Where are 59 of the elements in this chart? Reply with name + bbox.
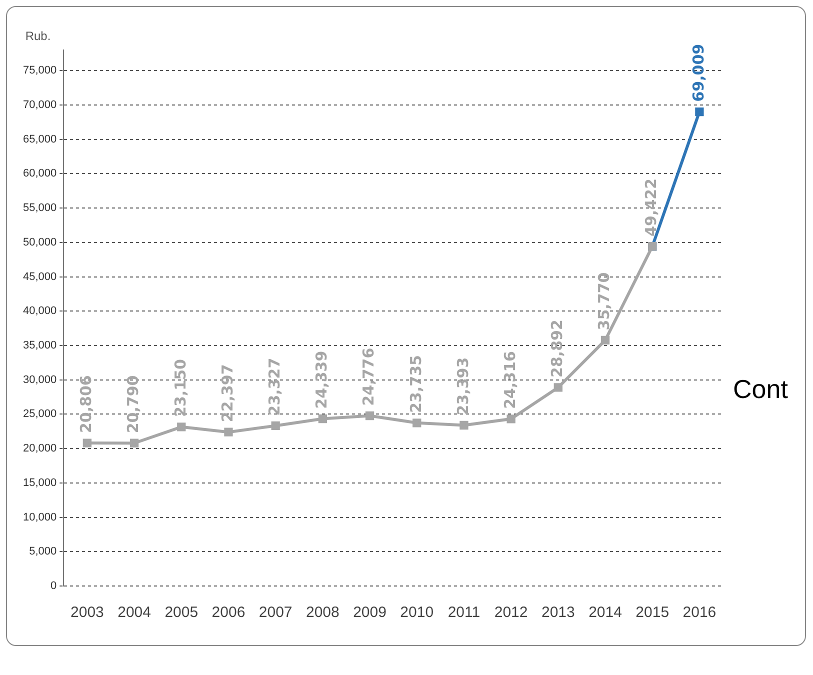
y-tick-label: 10,000 (22, 511, 57, 524)
data-label: 22,397 (218, 364, 236, 422)
y-tick-label: 30,000 (22, 374, 57, 386)
x-tick-label: 2008 (306, 604, 340, 622)
y-tick-label: 55,000 (22, 202, 57, 214)
y-tick-label: 35,000 (22, 340, 57, 352)
x-tick-label: 2011 (448, 604, 480, 622)
point (460, 420, 468, 430)
x-tick-label: 2014 (588, 604, 622, 622)
y-axis-title: Rub. (25, 29, 51, 43)
data-label: 23,735 (406, 355, 425, 413)
y-tick-label: 40,000 (22, 305, 57, 318)
x-tick-label: 2003 (70, 604, 104, 622)
point (554, 383, 562, 392)
x-tick-label: 2016 (682, 604, 716, 622)
y-tick-label: 15,000 (22, 476, 57, 489)
y-tick-label: 5,000 (29, 546, 57, 558)
y-tick-label: 75,000 (22, 64, 57, 77)
data-label: 20,790 (124, 375, 142, 434)
text: Cont (733, 374, 789, 404)
x-tick-label: 2004 (118, 604, 151, 622)
data-label: 23,327 (265, 358, 284, 416)
data-label: 28,892 (548, 320, 566, 378)
x-tick-label: 2007 (258, 604, 292, 622)
point (177, 422, 186, 432)
data-label: 20,806 (77, 375, 96, 434)
point (82, 438, 92, 448)
point (271, 421, 280, 430)
x-tick-label: 2005 (164, 604, 198, 622)
data-label: 24,316 (500, 351, 519, 409)
data-label: 35,770 (595, 272, 614, 330)
point (412, 418, 422, 428)
x-tick-label: 2006 (212, 604, 246, 622)
point (365, 411, 374, 420)
x-tick-label: 2012 (494, 604, 528, 622)
y-tick-label: 50,000 (22, 236, 57, 248)
data-label: 49,422 (642, 178, 660, 236)
x-tick-label: 2015 (636, 604, 670, 622)
y-tick-label: 0 (50, 580, 57, 592)
point (600, 336, 610, 345)
data-label: 23,393 (454, 357, 472, 416)
point (318, 414, 328, 424)
data-label: 69,009 (689, 44, 708, 102)
data-label: 23,150 (171, 359, 190, 417)
data-label: 24,339 (312, 350, 331, 409)
y-tick-label: 60,000 (22, 168, 57, 180)
y-tick-label: 45,000 (22, 270, 57, 283)
x-tick-label: 2009 (353, 604, 386, 622)
point (130, 438, 139, 448)
x-tick-label: 2013 (541, 604, 575, 622)
y-tick-label: 25,000 (22, 408, 57, 420)
x-tick-label: 2010 (400, 604, 434, 622)
y-tick-label: 65,000 (22, 133, 57, 146)
point (506, 414, 516, 424)
point (695, 107, 704, 116)
data-label: 24,776 (360, 348, 378, 406)
point (224, 428, 233, 436)
y-tick-label: 70,000 (22, 99, 57, 112)
y-tick-label: 20,000 (22, 442, 57, 455)
